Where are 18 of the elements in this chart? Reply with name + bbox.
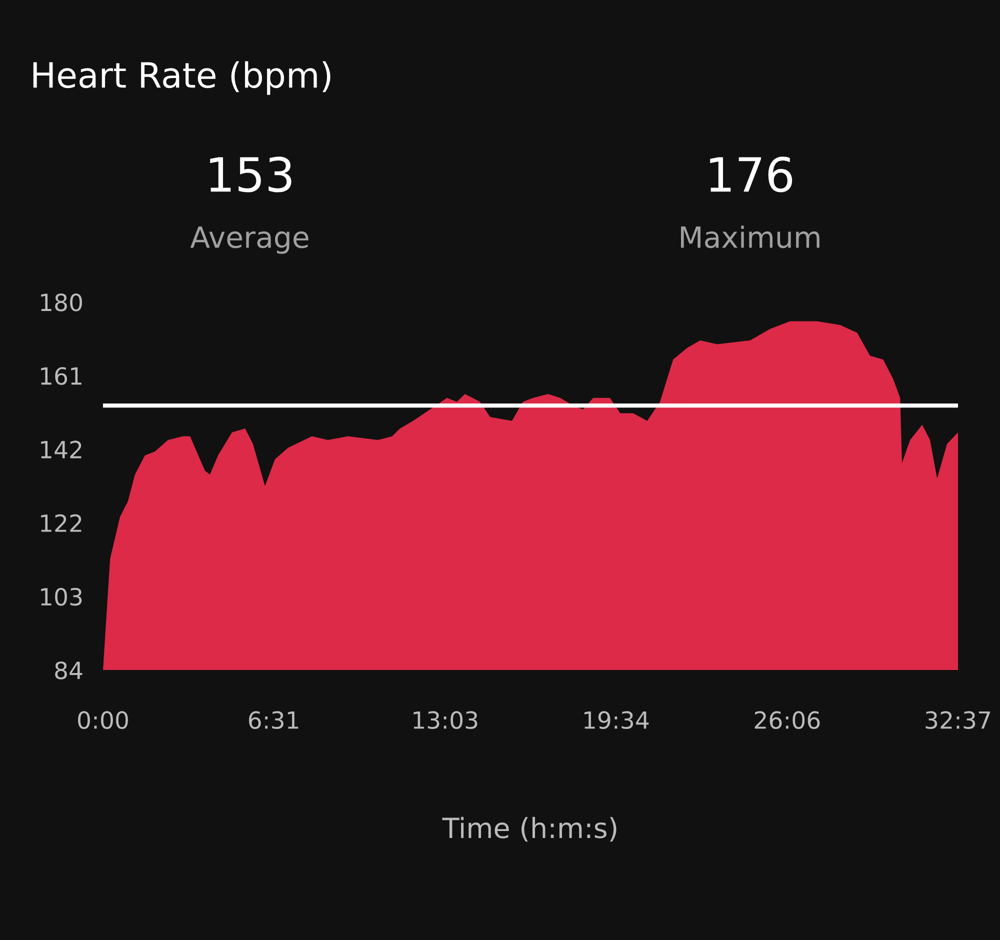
text: Maximum <box>681 226 820 248</box>
x-axis-title: Time (h:m:s) <box>442 816 616 842</box>
y-tick-label: 103 <box>41 588 82 606</box>
x-tick-label: 26:06 <box>754 711 820 729</box>
x-tick-label: 32:37 <box>926 711 990 729</box>
y-tick-label: 142 <box>41 440 82 458</box>
text: 153 <box>210 156 292 192</box>
x-tick-label: 13:03 <box>414 711 478 729</box>
y-tick-label: 180 <box>41 293 82 312</box>
y-tick-label: 84 <box>55 661 82 680</box>
x-tick-label: 19:34 <box>584 711 649 729</box>
x-tick-label: 6:31 <box>248 711 298 729</box>
y-tick-label: 122 <box>41 514 82 532</box>
x-tick-label: 0:00 <box>78 711 128 729</box>
text: Average <box>190 226 308 254</box>
text: 176 <box>710 156 792 192</box>
chart-title: Heart Rate (bpm) <box>33 61 330 95</box>
y-tick-label: 161 <box>41 367 82 385</box>
